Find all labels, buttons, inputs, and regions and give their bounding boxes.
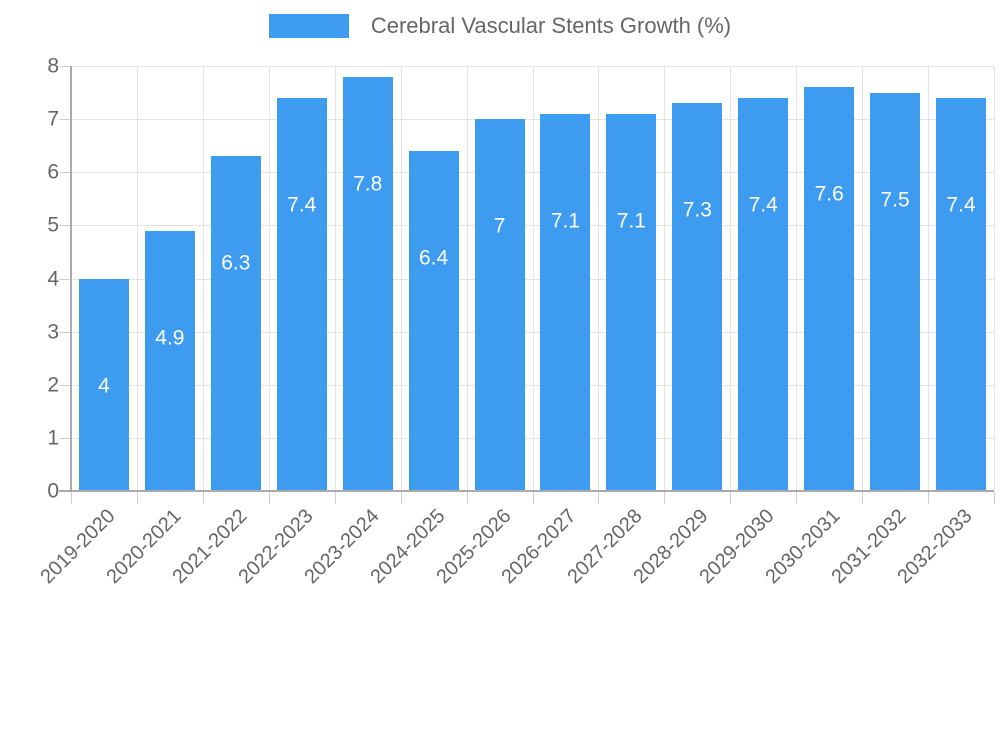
y-axis-line xyxy=(70,66,72,492)
plot-area: 4 4.9 6.3 7.4 7.8 6.4 7 7.1 7.1 7.3 7.4 7.6 7.5 7.4 xyxy=(71,66,995,492)
gridline-vertical xyxy=(664,66,665,491)
bar-value-label: 6.3 xyxy=(221,251,251,275)
x-axis-tick-mark xyxy=(467,492,468,504)
bar[interactable] xyxy=(210,156,261,491)
bar[interactable] xyxy=(474,119,525,491)
bar-value-label: 7.4 xyxy=(287,193,317,217)
gridline-horizontal xyxy=(71,384,994,386)
bar-value-label: 7.4 xyxy=(946,193,976,217)
y-axis-tick-label: 8 xyxy=(47,54,59,78)
gridline-vertical xyxy=(401,66,402,491)
bar-value-label: 7 xyxy=(493,214,506,238)
y-axis-tick-mark xyxy=(59,278,70,280)
y-axis-labels: 0 1 2 3 4 5 6 7 8 xyxy=(0,56,59,502)
x-axis-tick-mark xyxy=(335,492,336,504)
bar-value-label: 7.6 xyxy=(814,182,844,206)
legend-color-swatch xyxy=(268,14,349,38)
gridline-horizontal xyxy=(71,119,994,121)
bar[interactable] xyxy=(936,97,987,491)
y-axis-ticks xyxy=(0,66,70,492)
y-axis-tick-mark xyxy=(59,172,70,174)
gridline-horizontal xyxy=(71,331,994,333)
bar[interactable] xyxy=(144,230,195,491)
bar[interactable] xyxy=(672,103,723,491)
gridline-vertical xyxy=(137,66,138,491)
gridline-horizontal xyxy=(71,225,994,227)
x-axis-tick-mark xyxy=(401,492,402,504)
y-axis-tick-label: 4 xyxy=(47,267,59,290)
gridline-vertical xyxy=(598,66,599,491)
bar-value-label: 6.4 xyxy=(418,246,449,270)
y-axis-tick-mark xyxy=(59,225,70,227)
gridline-vertical xyxy=(467,66,468,491)
y-axis-tick-label: 6 xyxy=(47,160,59,184)
gridline-vertical xyxy=(994,66,995,491)
gridline-vertical xyxy=(730,66,731,491)
bar-value-label: 7.8 xyxy=(353,172,383,196)
x-axis-tick-mark xyxy=(203,492,204,504)
x-axis-tick-mark xyxy=(598,492,599,504)
x-axis-tick-mark xyxy=(862,492,863,504)
x-axis-tick-mark xyxy=(533,492,534,504)
bar-value-label: 7.4 xyxy=(748,193,778,217)
y-axis-tick-mark xyxy=(59,331,70,333)
bar[interactable] xyxy=(342,76,393,491)
gridline-vertical xyxy=(203,66,204,491)
x-axis-tick-mark xyxy=(730,492,731,504)
gridline-vertical xyxy=(335,66,336,491)
bar-value-label: 7.5 xyxy=(880,188,910,212)
gridline-horizontal xyxy=(71,278,994,280)
gridline-horizontal xyxy=(71,437,994,439)
legend-label: Cerebral Vascular Stents Growth (%) xyxy=(370,13,732,38)
gridline-vertical xyxy=(796,66,797,491)
y-axis-tick-label: 3 xyxy=(47,320,59,344)
y-axis-tick-mark xyxy=(59,66,70,67)
gridline-horizontal xyxy=(71,172,994,174)
bar[interactable] xyxy=(738,97,789,491)
bar-chart: Cerebral Vascular Stents Growth (%) 0 1 2 3… xyxy=(0,14,1000,600)
bar-value-label: 7.1 xyxy=(550,209,581,233)
bar[interactable] xyxy=(606,113,657,491)
bar[interactable] xyxy=(870,92,921,491)
bar[interactable] xyxy=(408,151,459,491)
y-axis-tick-label: 7 xyxy=(47,107,59,131)
bar-value-label: 7.1 xyxy=(616,209,646,233)
x-axis-labels: 2019-2020 2020-2021 2021-2022 2022-2023 2023… xyxy=(36,505,994,600)
x-axis-tick-mark xyxy=(71,492,72,504)
x-axis-tick-mark xyxy=(269,492,270,504)
y-axis-tick-mark xyxy=(59,384,70,386)
chart-legend: Cerebral Vascular Stents Growth (%) xyxy=(0,14,1000,38)
x-axis-tick-mark xyxy=(928,492,929,504)
bar-value-label: 4.9 xyxy=(155,326,185,350)
bar[interactable] xyxy=(540,113,591,491)
gridline-vertical xyxy=(533,66,534,491)
bar-value-label: 4 xyxy=(98,374,110,397)
gridline-vertical xyxy=(269,66,270,491)
bar[interactable] xyxy=(78,278,129,491)
y-axis-tick-mark xyxy=(59,119,70,121)
bar[interactable] xyxy=(276,97,327,491)
gridline-vertical xyxy=(928,66,929,491)
y-axis-tick-label: 0 xyxy=(47,479,59,503)
y-axis-tick-label: 5 xyxy=(47,213,59,237)
gridline-vertical xyxy=(862,66,863,491)
bar-value-label: 7.3 xyxy=(682,198,712,222)
x-axis-tick-mark xyxy=(137,492,138,504)
gridline-horizontal xyxy=(71,66,994,67)
bar[interactable] xyxy=(804,87,855,491)
y-axis-tick-mark xyxy=(59,437,70,439)
x-axis-line xyxy=(59,490,994,492)
x-axis-tick-mark xyxy=(796,492,797,504)
legend-entry[interactable]: Cerebral Vascular Stents Growth (%) xyxy=(268,13,732,38)
y-axis-tick-label: 1 xyxy=(47,426,59,450)
x-axis-ticks xyxy=(71,492,995,504)
x-axis-tick-mark xyxy=(664,492,665,504)
x-axis-tick-mark xyxy=(994,492,995,504)
y-axis-tick-label: 2 xyxy=(47,373,59,397)
